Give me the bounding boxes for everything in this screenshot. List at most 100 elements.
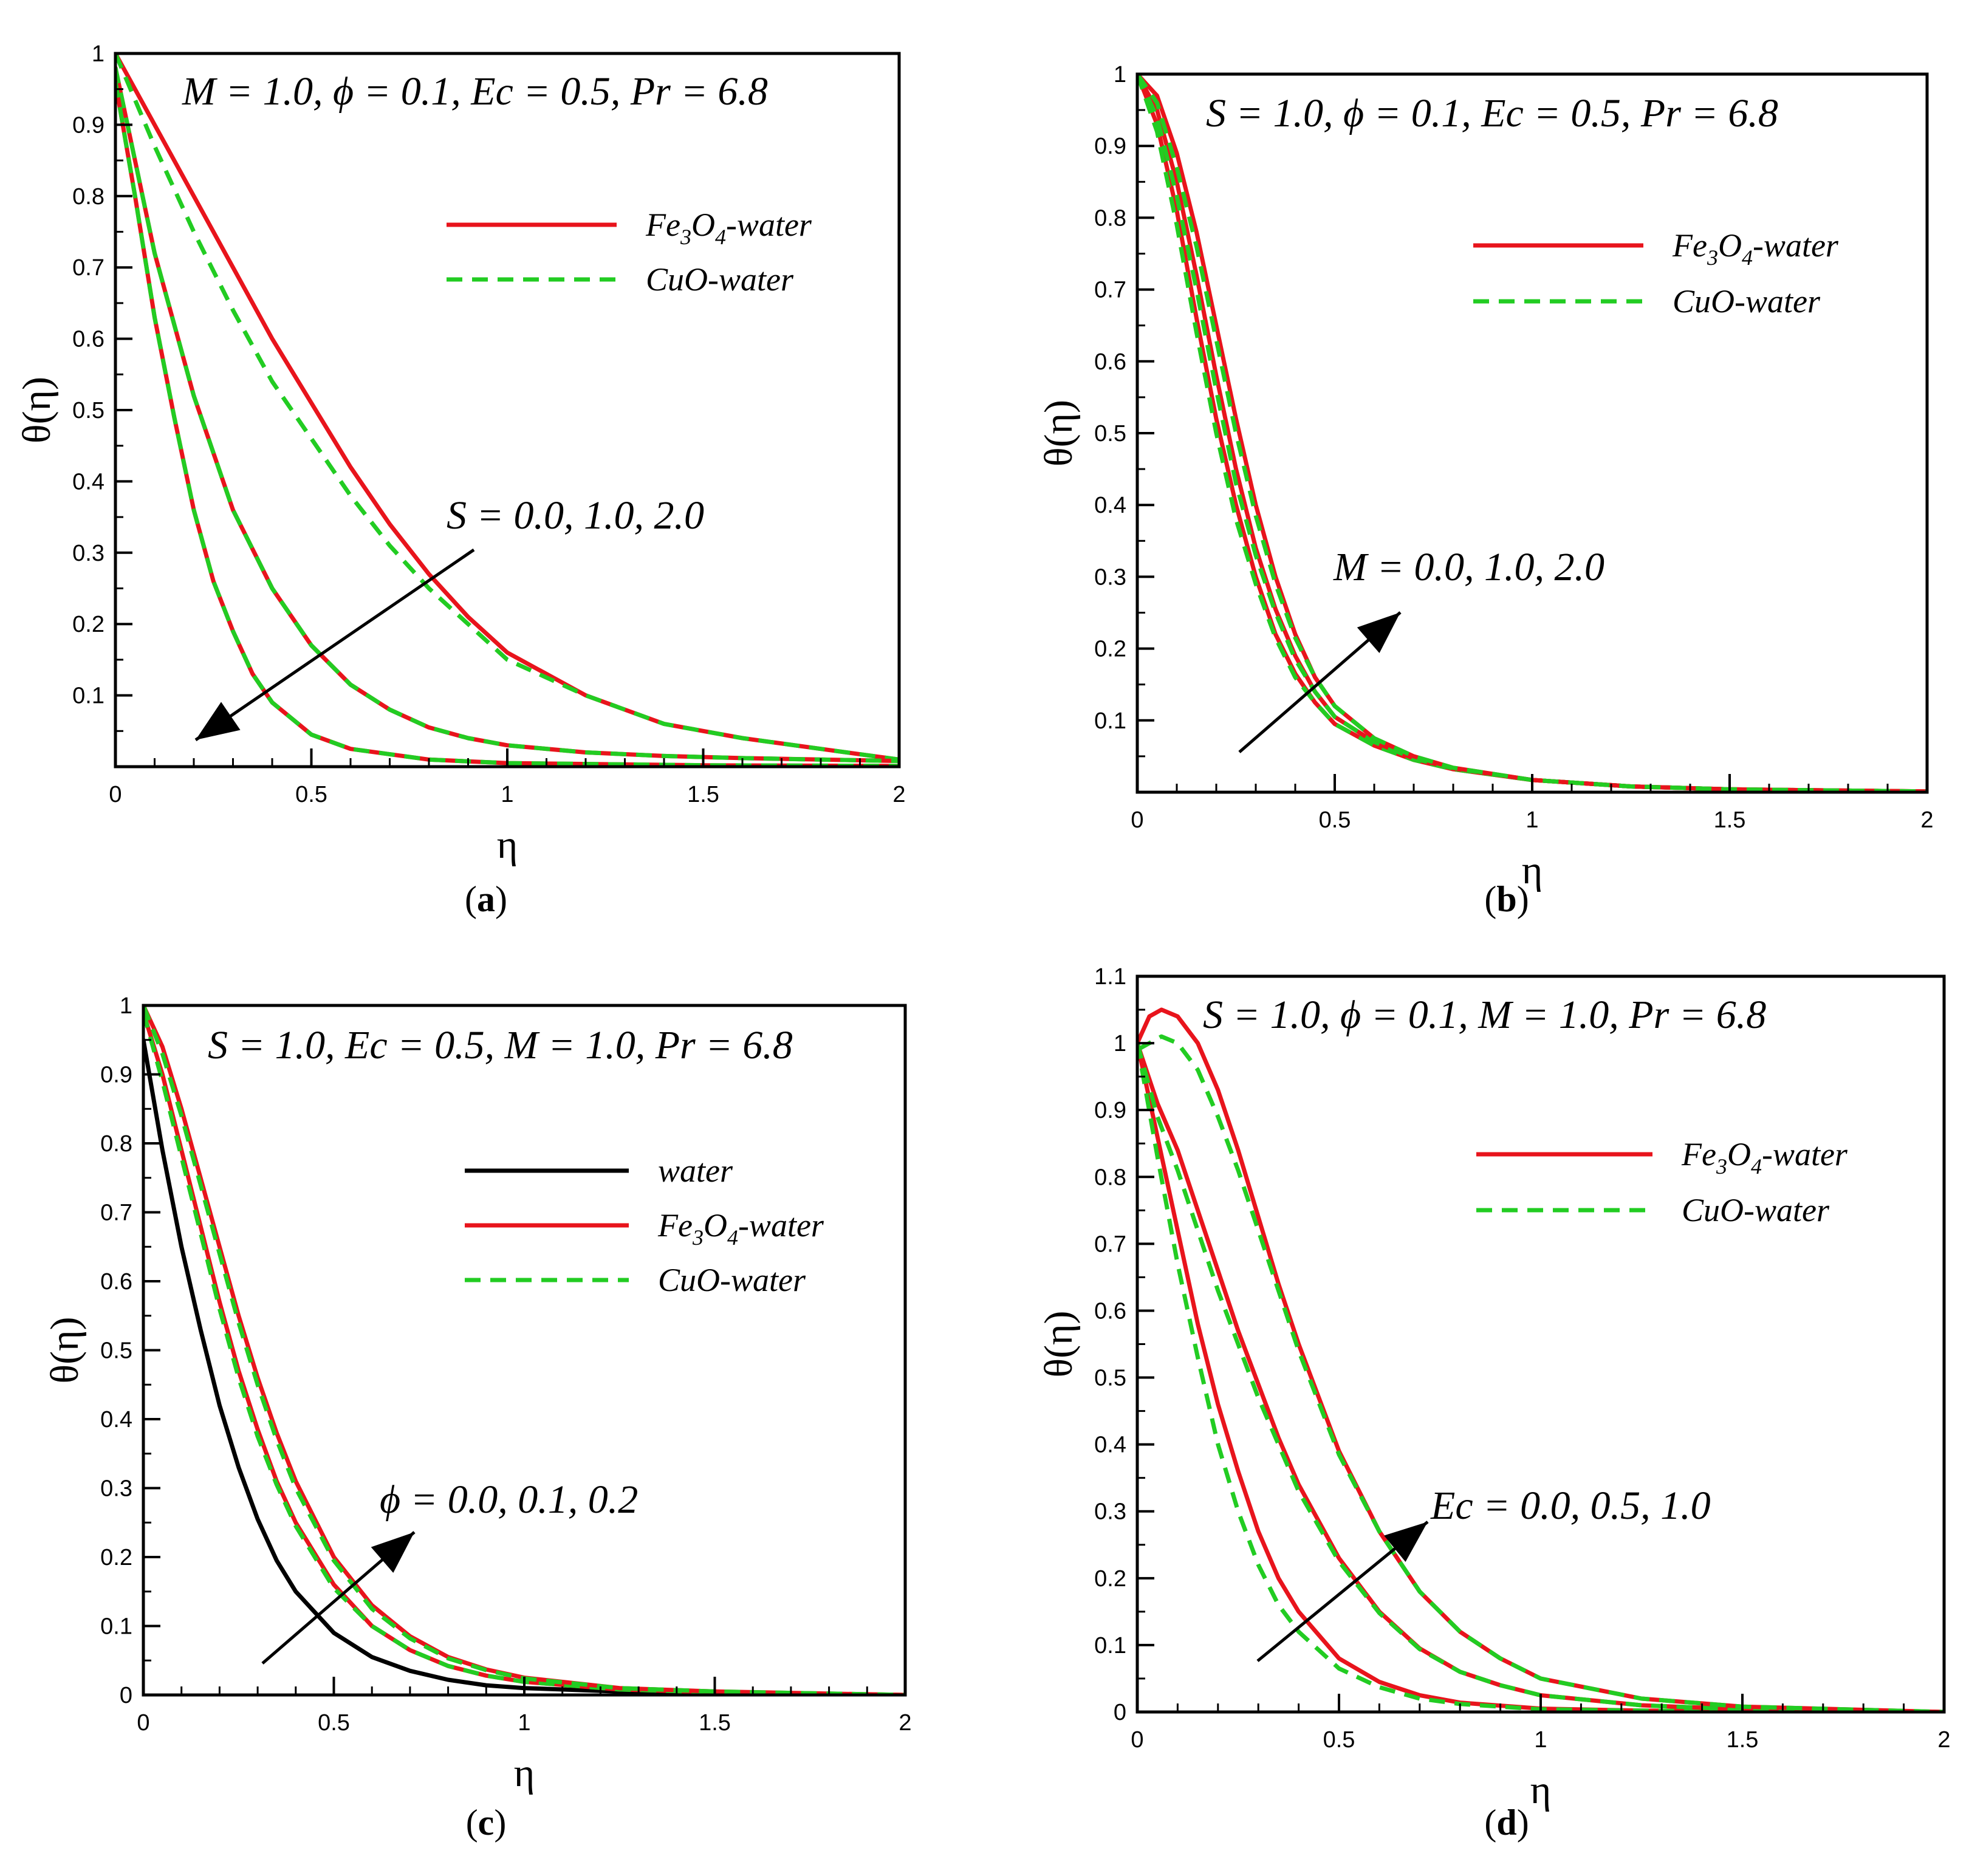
- x-tick-label: 0.5: [295, 782, 327, 807]
- legend-label-sub2: 4: [1751, 1154, 1762, 1179]
- legend-label-main: Fe: [1672, 227, 1707, 264]
- panel-label-letter: b: [1496, 879, 1516, 919]
- trend-arrow-head: [371, 1532, 414, 1573]
- legend-label-main: CuO-water: [658, 1262, 806, 1298]
- legend-label: CuO-water: [1682, 1192, 1830, 1228]
- y-tick-label: 0.6: [1094, 349, 1126, 375]
- y-tick-label: 0.1: [100, 1614, 132, 1640]
- x-tick-label: 0: [137, 1710, 149, 1736]
- series-line-b-1: [1137, 74, 1927, 792]
- parameters-text: S = 1.0, ϕ = 0.1, M = 1.0, Pr = 6.8: [1203, 993, 1766, 1037]
- series-line-b-5: [1137, 74, 1927, 792]
- x-tick-label: 1.5: [1714, 807, 1746, 833]
- series-line-a-5: [115, 81, 899, 767]
- x-tick-label: 1: [1526, 807, 1538, 833]
- x-tick-label: 1.5: [687, 782, 719, 807]
- y-tick-label: 0.8: [1094, 205, 1126, 231]
- x-axis-label: η: [514, 1751, 535, 1795]
- x-tick-label: 2: [899, 1710, 911, 1736]
- legend-label: Fe3O4-water: [645, 207, 812, 249]
- panel-label-open: (: [465, 879, 477, 919]
- legend-label-mid: O: [704, 1207, 727, 1244]
- annotation-text: S = 0.0, 1.0, 2.0: [447, 493, 704, 538]
- x-axis-label: η: [1522, 848, 1543, 892]
- legend-label: Fe3O4-water: [1681, 1136, 1848, 1179]
- legend-label-mid: O: [1718, 227, 1742, 264]
- panel-d: 0 0.5 1 1.5 2 0 0.1 0.2 0.3 0.4 0.5 0.6 0.7 0.8 0.9 1 1.…: [1036, 964, 1951, 1843]
- annotation-text: Ec = 0.0, 0.5, 1.0: [1430, 1484, 1711, 1528]
- trend-arrow-shaft: [194, 548, 475, 742]
- series-line-a-3: [115, 67, 899, 764]
- y-tick-label: 0: [120, 1683, 132, 1708]
- y-tick-label: 0.2: [100, 1545, 132, 1570]
- y-tick-label: 1: [92, 41, 104, 67]
- y-tick-label: 1: [120, 993, 132, 1019]
- y-tick-label: 0.8: [100, 1131, 132, 1157]
- legend-label-rest: -water: [738, 1207, 824, 1244]
- panel-label: (a): [465, 879, 507, 919]
- parameters-text: S = 1.0, Ec = 0.5, M = 1.0, Pr = 6.8: [208, 1023, 793, 1067]
- y-tick-label: 0.2: [1094, 1566, 1126, 1592]
- y-tick-label: 0.9: [100, 1063, 132, 1088]
- legend-label-main: Fe: [1681, 1136, 1716, 1172]
- legend-label-sub1: 3: [1716, 1154, 1727, 1179]
- legend-label-main: CuO-water: [646, 261, 794, 298]
- y-tick-label: 1.1: [1094, 964, 1126, 990]
- panel-label-close: ): [494, 1802, 506, 1843]
- y-tick-label: 0.2: [72, 612, 104, 637]
- panel-label-close: ): [1517, 1802, 1529, 1843]
- y-tick-label: 0.5: [1094, 1366, 1126, 1391]
- x-axis-label: η: [497, 823, 518, 867]
- y-axis-label: θ(η): [1036, 400, 1081, 467]
- panel-label-letter: d: [1496, 1802, 1516, 1843]
- series-line-c-2: [143, 1012, 905, 1695]
- x-tick-label: 2: [892, 782, 905, 807]
- x-tick-label: 1.5: [699, 1710, 731, 1736]
- legend-label-sub1: 3: [680, 225, 691, 249]
- y-tick-label: 0.5: [1094, 421, 1126, 447]
- legend-label-main: Fe: [657, 1207, 693, 1244]
- y-tick-label: 0.3: [100, 1476, 132, 1502]
- legend-label: Fe3O4-water: [1672, 227, 1839, 270]
- legend-label-rest: -water: [726, 207, 812, 243]
- x-tick-label: 0: [1131, 1727, 1143, 1753]
- series-group-c: [143, 1005, 905, 1695]
- y-tick-label: 0.7: [1094, 278, 1126, 303]
- y-tick-label: 0.6: [72, 327, 104, 352]
- x-tick-label: 1: [518, 1710, 530, 1736]
- x-tick-label: 0.5: [1323, 1727, 1355, 1753]
- x-tick-label: 0: [1131, 807, 1143, 833]
- series-group-b: [1137, 74, 1927, 792]
- series-line-c-0: [143, 1038, 905, 1695]
- y-tick-label: 0.7: [72, 255, 104, 281]
- x-tick-label: 2: [1937, 1727, 1950, 1753]
- legend-label: Fe3O4-water: [657, 1207, 824, 1250]
- y-tick-label: 0.7: [100, 1200, 132, 1226]
- panel-b: 0 0.5 1 1.5 2 0.1 0.2 0.3 0.4 0.5 0.6 0.7 0.8 0.9 1 η θ(…: [1036, 62, 1934, 919]
- series-line-d-3: [1137, 1042, 1944, 1712]
- trend-arrow-head: [1357, 612, 1400, 653]
- x-tick-label: 1.5: [1727, 1727, 1759, 1753]
- y-tick-label: 0.9: [1094, 134, 1126, 159]
- series-line-d-0: [1137, 1041, 1944, 1712]
- series-line-c-4: [143, 1005, 905, 1695]
- y-tick-label: 0.5: [72, 398, 104, 423]
- legend-label-rest: -water: [1762, 1136, 1848, 1172]
- y-tick-label: 0.1: [72, 683, 104, 709]
- series-line-a-0: [115, 53, 899, 762]
- y-tick-label: 1: [1114, 1031, 1126, 1056]
- series-line-d-1: [1137, 1042, 1944, 1712]
- legend-label-main: CuO-water: [1682, 1192, 1830, 1228]
- y-tick-label: 0.4: [1094, 1433, 1126, 1458]
- y-tick-label: 0.3: [1094, 1499, 1126, 1525]
- y-tick-label: 0.6: [1094, 1298, 1126, 1324]
- legend-label: CuO-water: [1673, 283, 1821, 320]
- y-tick-label: 0.6: [100, 1269, 132, 1295]
- legend-label-main: Fe: [645, 207, 680, 243]
- panel-label-letter: a: [477, 879, 495, 919]
- legend-label-sub2: 4: [715, 225, 726, 249]
- x-tick-label: 2: [1920, 807, 1933, 833]
- series-group-d: [1137, 1007, 1944, 1712]
- y-tick-label: 0.7: [1094, 1231, 1126, 1257]
- y-tick-label: 0.3: [72, 541, 104, 566]
